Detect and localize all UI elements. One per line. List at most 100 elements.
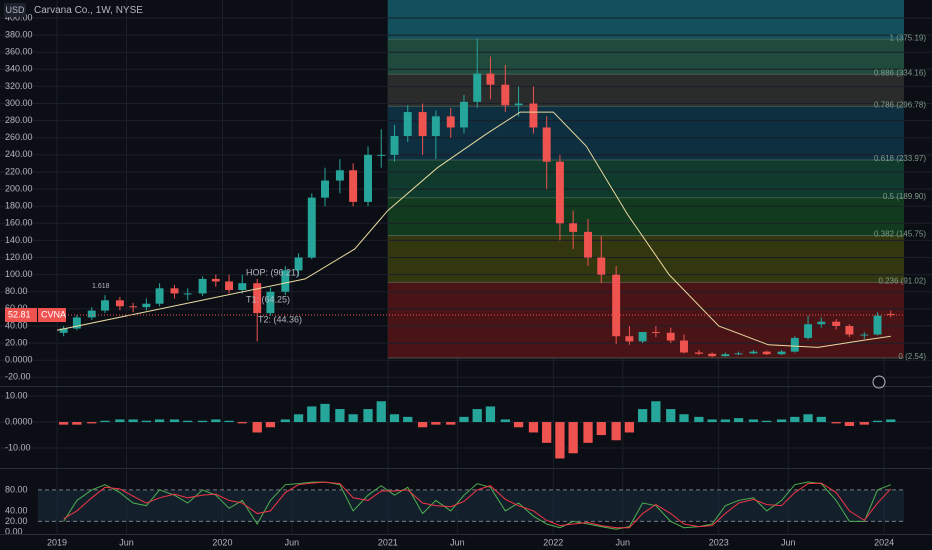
x-tick-label: Jun (616, 537, 631, 547)
x-tick-label: Jun (450, 537, 465, 547)
y-tick-label: 400.00 (5, 12, 33, 22)
y-tick-label: 160.00 (5, 218, 33, 228)
chart-title: Carvana Co., 1W, NYSE (34, 5, 143, 16)
macd-bar (417, 422, 428, 428)
fib-band (387, 74, 905, 107)
x-tick-label: 2024 (874, 537, 894, 547)
y-tick-label: 0.0000 (5, 355, 33, 365)
macd-bar (307, 406, 317, 423)
candle-body (680, 340, 688, 353)
fib-band (387, 160, 905, 198)
fib-band (387, 197, 905, 236)
y-tick-label: 340.00 (5, 64, 33, 74)
candle-body (101, 300, 109, 311)
macd-bar (293, 414, 304, 423)
candle-body (253, 283, 262, 314)
y-tick-label: 40.00 (5, 505, 28, 515)
macd-bar (500, 419, 510, 423)
candle-body (473, 73, 482, 102)
candle-body (446, 116, 455, 128)
y-tick-label: 80.00 (5, 484, 28, 494)
x-tick-label: 2021 (378, 537, 398, 547)
stoch-line (63, 481, 891, 530)
y-tick-label: 120.00 (5, 252, 33, 262)
candle-body (886, 313, 895, 316)
macd-bar (265, 422, 276, 428)
macd-bar (528, 422, 539, 433)
macd-bar (694, 416, 704, 423)
fib-band (387, 282, 905, 359)
candle-body (87, 310, 96, 318)
macd-bar (816, 416, 826, 423)
candle-body (294, 257, 303, 271)
candle-body (777, 351, 786, 355)
fib-label: 0.618 (233.97) (874, 154, 926, 163)
y-tick-label: 40.00 (5, 320, 28, 330)
candle-body (790, 337, 799, 352)
macd-bar (237, 422, 247, 424)
macd-bar (376, 401, 386, 423)
macd-bar (224, 420, 234, 423)
last-price: 52.81 (8, 309, 31, 319)
macd-bar (651, 401, 661, 423)
macd-bar (679, 414, 689, 423)
macd-bar (141, 420, 151, 423)
candle-body (225, 281, 234, 291)
macd-bar (803, 414, 813, 423)
candle-body (708, 353, 717, 357)
x-tick-label: 2019 (47, 537, 67, 547)
y-tick-label: -10.00 (5, 442, 31, 452)
macd-bar (844, 422, 855, 426)
symbol: CVNA (41, 309, 66, 319)
x-tick-label: 2020 (212, 537, 232, 547)
candle-body (817, 321, 826, 325)
candle-body (514, 103, 523, 106)
macd-bar (252, 422, 262, 433)
fib-band (387, 0, 905, 40)
macd-bar (637, 409, 648, 423)
macd-bar (431, 422, 441, 425)
candle-body (418, 112, 427, 137)
y-tick-label: 380.00 (5, 29, 33, 39)
y-tick-label: 100.00 (5, 269, 33, 279)
currency: USD (5, 5, 25, 15)
y-tick-label: -20.00 (5, 372, 31, 382)
replay-icon[interactable] (872, 375, 886, 389)
macd-bar (335, 409, 345, 423)
candle-body (542, 127, 551, 162)
candle-body (584, 231, 593, 258)
macd-bar (733, 418, 744, 423)
fib-band (387, 106, 905, 161)
candle-body (349, 170, 358, 202)
candle-body (694, 352, 703, 354)
macd-bar (624, 422, 635, 433)
candle-body (335, 170, 344, 181)
macd-bar (748, 419, 759, 423)
candle-body (832, 321, 841, 326)
stoch-line (63, 481, 892, 529)
macd-bar (542, 422, 552, 443)
y-tick-label: 300.00 (5, 98, 33, 108)
candle-body (638, 331, 647, 342)
y-tick-label: 0.0000 (5, 416, 33, 426)
macd-bar (72, 422, 82, 425)
macd-bar (197, 420, 208, 423)
candle-body (597, 257, 606, 275)
macd-bar (762, 420, 772, 423)
fib-label: 0.382 (145.75) (874, 230, 926, 239)
macd-bar (87, 422, 97, 424)
candle-body (155, 288, 164, 304)
macd-bar (485, 406, 496, 423)
price-badge (5, 308, 37, 323)
candle-body (762, 351, 771, 355)
annotation: 1.618 (92, 283, 110, 290)
macd-bar (472, 409, 482, 423)
macd-bar (363, 409, 373, 423)
candle-body (198, 278, 207, 294)
y-tick-label: 360.00 (5, 47, 33, 57)
y-tick-label: 180.00 (5, 201, 33, 211)
candle-body (845, 325, 854, 335)
macd-bar (389, 414, 400, 423)
plot-layer: 2019 Jun 2020 Jun 2021 Jun 2022 Jun 2023 Jun 2024 1… (5, 12, 926, 547)
fib-label: 0.886 (334.16) (874, 68, 926, 77)
